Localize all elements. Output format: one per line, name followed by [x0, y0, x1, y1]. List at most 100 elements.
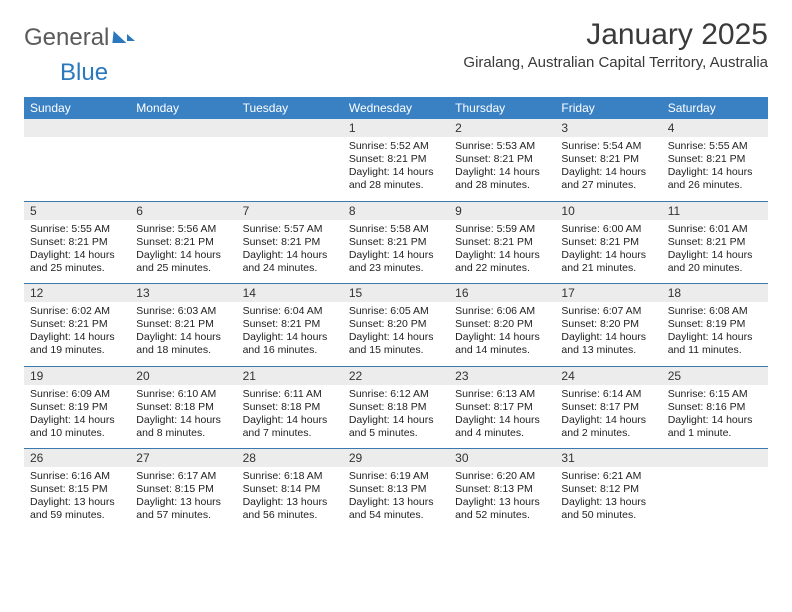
daylight-text-a: Daylight: 14 hours: [668, 249, 762, 262]
calendar-page: General January 2025 Giralang, Australia…: [0, 0, 792, 531]
day-number: 22: [343, 367, 449, 385]
day-cell: Sunrise: 6:11 AMSunset: 8:18 PMDaylight:…: [237, 385, 343, 449]
day-cell: [237, 137, 343, 201]
day-cell: Sunrise: 6:00 AMSunset: 8:21 PMDaylight:…: [555, 220, 661, 284]
daylight-text-a: Daylight: 14 hours: [136, 414, 230, 427]
daylight-text-a: Daylight: 14 hours: [455, 166, 549, 179]
daylight-text-a: Daylight: 14 hours: [243, 414, 337, 427]
day-number: 10: [555, 202, 661, 220]
day-cell: Sunrise: 6:12 AMSunset: 8:18 PMDaylight:…: [343, 385, 449, 449]
day-cell: Sunrise: 5:55 AMSunset: 8:21 PMDaylight:…: [24, 220, 130, 284]
daylight-text-a: Daylight: 14 hours: [349, 249, 443, 262]
dow-saturday: Saturday: [662, 97, 768, 119]
sunset-text: Sunset: 8:20 PM: [561, 318, 655, 331]
day-number: 2: [449, 119, 555, 137]
sunrise-text: Sunrise: 5:55 AM: [30, 223, 124, 236]
day-cell: Sunrise: 6:04 AMSunset: 8:21 PMDaylight:…: [237, 302, 343, 366]
day-cell: Sunrise: 5:54 AMSunset: 8:21 PMDaylight:…: [555, 137, 661, 201]
sunrise-text: Sunrise: 6:03 AM: [136, 305, 230, 318]
day-cell: Sunrise: 5:55 AMSunset: 8:21 PMDaylight:…: [662, 137, 768, 201]
sunset-text: Sunset: 8:21 PM: [561, 153, 655, 166]
sunset-text: Sunset: 8:15 PM: [30, 483, 124, 496]
day-number: 28: [237, 449, 343, 467]
day-number: [130, 119, 236, 137]
day-number: 15: [343, 284, 449, 302]
day-cell: Sunrise: 6:18 AMSunset: 8:14 PMDaylight:…: [237, 467, 343, 531]
day-cell: Sunrise: 6:16 AMSunset: 8:15 PMDaylight:…: [24, 467, 130, 531]
sunrise-text: Sunrise: 6:17 AM: [136, 470, 230, 483]
daylight-text-a: Daylight: 14 hours: [455, 331, 549, 344]
daylight-text-b: and 2 minutes.: [561, 427, 655, 440]
daylight-text-a: Daylight: 14 hours: [30, 331, 124, 344]
daylight-text-b: and 26 minutes.: [668, 179, 762, 192]
day-cell: Sunrise: 6:03 AMSunset: 8:21 PMDaylight:…: [130, 302, 236, 366]
day-number: 23: [449, 367, 555, 385]
sunrise-text: Sunrise: 6:10 AM: [136, 388, 230, 401]
sunset-text: Sunset: 8:15 PM: [136, 483, 230, 496]
day-cell: Sunrise: 5:53 AMSunset: 8:21 PMDaylight:…: [449, 137, 555, 201]
day-number: 6: [130, 202, 236, 220]
day-cell: Sunrise: 6:08 AMSunset: 8:19 PMDaylight:…: [662, 302, 768, 366]
daylight-text-a: Daylight: 14 hours: [455, 414, 549, 427]
day-cell: Sunrise: 6:13 AMSunset: 8:17 PMDaylight:…: [449, 385, 555, 449]
logo-text-2: Blue: [60, 59, 108, 87]
sunset-text: Sunset: 8:16 PM: [668, 401, 762, 414]
day-number: 4: [662, 119, 768, 137]
daylight-text-b: and 54 minutes.: [349, 509, 443, 522]
day-cell: Sunrise: 5:58 AMSunset: 8:21 PMDaylight:…: [343, 220, 449, 284]
day-number: 8: [343, 202, 449, 220]
sunset-text: Sunset: 8:18 PM: [349, 401, 443, 414]
day-cell: Sunrise: 6:20 AMSunset: 8:13 PMDaylight:…: [449, 467, 555, 531]
daylight-text-a: Daylight: 14 hours: [349, 414, 443, 427]
daylight-text-b: and 28 minutes.: [455, 179, 549, 192]
day-number: 12: [24, 284, 130, 302]
day-number: 3: [555, 119, 661, 137]
day-number: 31: [555, 449, 661, 467]
daylight-text-a: Daylight: 13 hours: [136, 496, 230, 509]
day-number: 21: [237, 367, 343, 385]
daylight-text-b: and 56 minutes.: [243, 509, 337, 522]
daylight-text-b: and 57 minutes.: [136, 509, 230, 522]
daylight-text-a: Daylight: 13 hours: [243, 496, 337, 509]
daylight-text-a: Daylight: 14 hours: [243, 331, 337, 344]
sunset-text: Sunset: 8:21 PM: [668, 153, 762, 166]
sunset-text: Sunset: 8:21 PM: [349, 236, 443, 249]
sunrise-text: Sunrise: 6:07 AM: [561, 305, 655, 318]
dow-sunday: Sunday: [24, 97, 130, 119]
sunrise-text: Sunrise: 6:18 AM: [243, 470, 337, 483]
week-row: Sunrise: 6:02 AM Sunset: 8:21 PM Daylight:…: [24, 302, 768, 367]
day-number: 17: [555, 284, 661, 302]
logo-triangle-icon: [113, 31, 128, 43]
day-cell: Sunrise: 5:52 AMSunset: 8:21 PMDaylight:…: [343, 137, 449, 201]
daylight-text-b: and 10 minutes.: [30, 427, 124, 440]
logo-triangle-small-icon: [127, 34, 135, 41]
sunrise-text: Sunrise: 6:02 AM: [30, 305, 124, 318]
daylight-text-a: Daylight: 13 hours: [455, 496, 549, 509]
daylight-text-b: and 27 minutes.: [561, 179, 655, 192]
sunset-text: Sunset: 8:18 PM: [136, 401, 230, 414]
sunrise-text: Sunrise: 6:09 AM: [30, 388, 124, 401]
sunrise-text: Sunrise: 5:54 AM: [561, 140, 655, 153]
sunset-text: Sunset: 8:13 PM: [455, 483, 549, 496]
day-cell: Sunrise: 6:19 AMSunset: 8:13 PMDaylight:…: [343, 467, 449, 531]
day-number: 29: [343, 449, 449, 467]
daylight-text-a: Daylight: 14 hours: [561, 331, 655, 344]
sunrise-text: Sunrise: 6:20 AM: [455, 470, 549, 483]
day-cell: Sunrise: 6:07 AMSunset: 8:20 PMDaylight:…: [555, 302, 661, 366]
sunset-text: Sunset: 8:21 PM: [455, 153, 549, 166]
day-cell: Sunrise: 6:14 AMSunset: 8:17 PMDaylight:…: [555, 385, 661, 449]
sunrise-text: Sunrise: 6:14 AM: [561, 388, 655, 401]
daylight-text-a: Daylight: 14 hours: [455, 249, 549, 262]
sunset-text: Sunset: 8:21 PM: [30, 236, 124, 249]
day-number: 13: [130, 284, 236, 302]
daylight-text-b: and 4 minutes.: [455, 427, 549, 440]
sunrise-text: Sunrise: 6:01 AM: [668, 223, 762, 236]
sunrise-text: Sunrise: 6:15 AM: [668, 388, 762, 401]
daylight-text-a: Daylight: 14 hours: [136, 249, 230, 262]
day-cell: Sunrise: 5:59 AMSunset: 8:21 PMDaylight:…: [449, 220, 555, 284]
sunrise-text: Sunrise: 6:04 AM: [243, 305, 337, 318]
sunrise-text: Sunrise: 5:58 AM: [349, 223, 443, 236]
sunset-text: Sunset: 8:21 PM: [136, 318, 230, 331]
day-number: 16: [449, 284, 555, 302]
day-cell: Sunrise: 6:06 AMSunset: 8:20 PMDaylight:…: [449, 302, 555, 366]
